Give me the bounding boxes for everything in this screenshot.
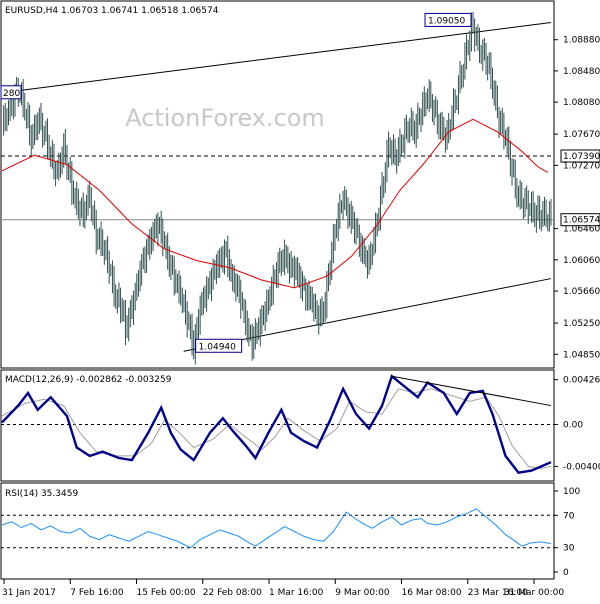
price-tick-label: 1.07270 (563, 161, 600, 171)
macd-divergence-line (391, 375, 552, 407)
level-label-text: 1.07390 (563, 152, 600, 162)
macd-tick-label: 0.004266 (563, 376, 600, 386)
price-tick-label: 1.07670 (563, 130, 600, 140)
price-panel: ActionForex.com EURUSD,H4 1.06703 1.0674… (0, 0, 600, 369)
upper-trendline (1, 22, 552, 94)
rsi-tick-label: 30 (563, 544, 575, 554)
macd-header: MACD(12,26,9) -0.002862 -0.003259 (5, 375, 172, 385)
macd-line (1, 374, 552, 474)
macd-tick-label: 0.00 (563, 420, 583, 430)
date-tick-label: 9 Mar 00:00 (335, 588, 390, 598)
rsi-tick-label: 0 (563, 568, 569, 578)
rsi-header: RSI(14) 35.3459 (5, 489, 78, 499)
symbol-header: EURUSD,H4 1.06703 1.06741 1.06518 1.0657… (5, 6, 219, 16)
left-label: 280 (0, 85, 22, 100)
date-tick-label: 1 Mar 16:00 (269, 588, 324, 598)
price-tick-label: 1.08880 (563, 36, 600, 46)
macd-tick-label: -0.004004 (563, 462, 600, 472)
last-price-label-text: 1.06574 (563, 216, 600, 226)
rsi-levels (1, 514, 554, 549)
macd-panel-frame (0, 369, 555, 482)
price-tick-label: 1.06060 (563, 256, 600, 266)
candles (3, 12, 552, 365)
last-price-label: 1.06574 (560, 213, 600, 227)
low-label: 1.04940 (195, 338, 243, 353)
price-axis: 1.08880 1.08480 1.08080 1.07670 1.07270 1.064… (554, 36, 600, 360)
date-tick-label: 16 Mar 08:00 (402, 588, 462, 598)
price-tick-label: 1.05660 (563, 287, 600, 297)
date-tick-label: 23 Mar 16:00 (468, 588, 528, 598)
price-tick-label: 1.06460 (563, 225, 600, 235)
price-tick-label: 1.08480 (563, 67, 600, 77)
rsi-panel: RSI(14) 35.3459 100 70 30 0 (0, 482, 580, 580)
macd-axis: 0.004266 0.00 -0.004004 (554, 376, 600, 472)
moving-average-line (1, 118, 549, 289)
lower-trendline (183, 278, 552, 352)
watermark: ActionForex.com (125, 104, 325, 132)
price-tick-label: 1.08080 (563, 98, 600, 108)
price-tick-label: 1.04850 (563, 350, 600, 360)
rsi-tick-label: 70 (563, 511, 575, 521)
date-tick-label: 22 Feb 08:00 (203, 588, 262, 598)
date-tick-label: 7 Feb 16:00 (70, 588, 124, 598)
high-label: 1.09050 (424, 12, 472, 27)
date-tick-label: 31 Jan 2017 (2, 588, 56, 598)
rsi-tick-label: 100 (563, 487, 580, 497)
left-label-text: 280 (3, 89, 20, 99)
date-tick-label: 31 Mar 00:00 (504, 588, 564, 598)
price-tick-label: 1.05250 (563, 319, 600, 329)
low-label-text: 1.04940 (199, 342, 236, 352)
rsi-line (1, 508, 552, 549)
level-label: 1.07390 (560, 149, 600, 163)
rsi-panel-frame (0, 482, 555, 580)
date-axis: 31 Jan 2017 7 Feb 16:00 15 Feb 00:00 22 Feb… (2, 579, 564, 598)
macd-panel: MACD(12,26,9) -0.002862 -0.003259 0.0042… (0, 369, 600, 482)
date-tick-label: 15 Feb 00:00 (137, 588, 196, 598)
high-label-text: 1.09050 (428, 16, 465, 26)
rsi-axis: 100 70 30 0 (554, 487, 580, 578)
price-panel-frame (0, 0, 555, 369)
